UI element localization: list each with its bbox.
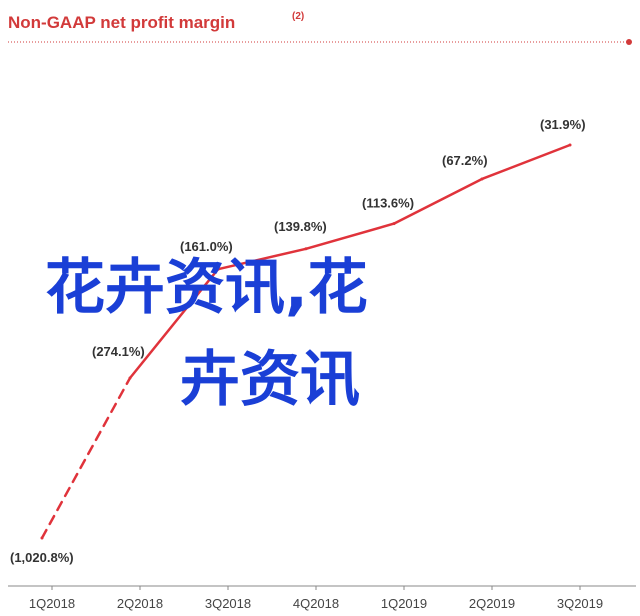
line-segment-1 <box>40 376 132 540</box>
data-label-3Q2019: (31.9%) <box>540 117 586 132</box>
line-segment-6 <box>480 143 572 181</box>
data-point-3Q2019 <box>568 143 572 147</box>
data-label-1Q2019: (113.6%) <box>362 196 414 211</box>
x-tick-label-1Q2019: 1Q2019 <box>381 596 427 611</box>
data-label-2Q2019: (67.2%) <box>442 153 488 168</box>
data-point-1Q2019 <box>392 222 396 226</box>
data-point-2Q2018 <box>128 376 132 380</box>
chart-title-note: (2) <box>292 11 304 22</box>
data-label-1Q2018: (1,020.8%) <box>10 550 74 565</box>
x-tick-label-2Q2018: 2Q2018 <box>117 596 163 611</box>
tick-layer: 1Q2018 2Q2018 3Q2018 4Q2018 1Q2019 2Q2019 3Q20… <box>29 586 603 611</box>
line-segment-5 <box>392 177 484 225</box>
x-tick-label-2Q2019: 2Q2019 <box>469 596 515 611</box>
line-segment-4 <box>304 222 396 251</box>
data-label-4Q2018: (139.8%) <box>274 219 327 234</box>
data-label-3Q2018: (161.0%) <box>180 239 233 254</box>
line-segment-3 <box>216 247 308 271</box>
label-layer: (1,020.8%) (274.1%) (161.0%) (139.8%) (113.6… <box>10 117 586 565</box>
data-point-1Q2018 <box>40 536 44 540</box>
x-tick-label-4Q2018: 4Q2018 <box>293 596 339 611</box>
watermark-line-1: 花卉资讯,花 <box>45 253 368 323</box>
line-layer <box>40 143 572 540</box>
data-label-2Q2018: (274.1%) <box>92 344 145 359</box>
title-divider-end <box>626 39 632 45</box>
x-tick-label-3Q2019: 3Q2019 <box>557 596 603 611</box>
data-point-3Q2018 <box>216 267 220 271</box>
watermark-line-2: 卉资讯 <box>180 345 360 415</box>
x-tick-label-3Q2018: 3Q2018 <box>205 596 251 611</box>
line-segment-2 <box>128 267 220 380</box>
chart-title: Non-GAAP net profit margin <box>8 13 235 32</box>
x-tick-label-1Q2018: 1Q2018 <box>29 596 75 611</box>
data-point-2Q2019 <box>480 177 484 181</box>
data-point-4Q2018 <box>304 247 308 251</box>
